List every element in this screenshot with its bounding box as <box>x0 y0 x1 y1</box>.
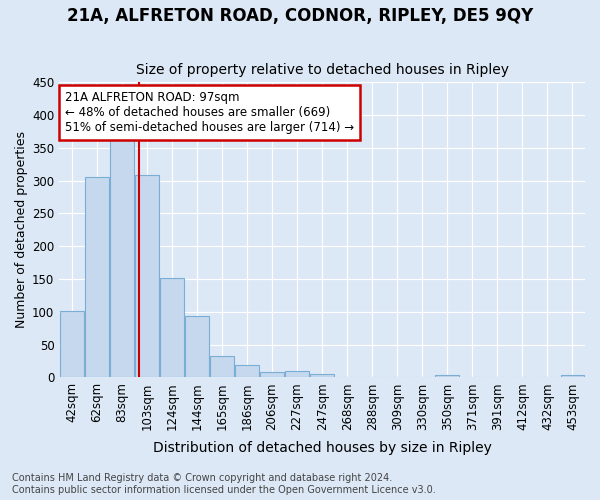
X-axis label: Distribution of detached houses by size in Ripley: Distribution of detached houses by size … <box>153 441 491 455</box>
Bar <box>436 376 459 378</box>
Bar <box>135 175 159 378</box>
Text: 21A ALFRETON ROAD: 97sqm
← 48% of detached houses are smaller (669)
51% of semi-: 21A ALFRETON ROAD: 97sqm ← 48% of detach… <box>65 91 353 134</box>
Bar <box>110 136 134 378</box>
Bar <box>185 316 209 378</box>
Text: Contains HM Land Registry data © Crown copyright and database right 2024.
Contai: Contains HM Land Registry data © Crown c… <box>12 474 436 495</box>
Bar <box>60 311 83 378</box>
Bar <box>210 356 234 378</box>
Bar <box>235 365 259 378</box>
Title: Size of property relative to detached houses in Ripley: Size of property relative to detached ho… <box>136 63 509 77</box>
Bar <box>85 178 109 378</box>
Bar <box>285 371 309 378</box>
Bar <box>560 376 584 378</box>
Bar <box>310 374 334 378</box>
Bar <box>160 278 184 378</box>
Text: 21A, ALFRETON ROAD, CODNOR, RIPLEY, DE5 9QY: 21A, ALFRETON ROAD, CODNOR, RIPLEY, DE5 … <box>67 8 533 26</box>
Y-axis label: Number of detached properties: Number of detached properties <box>15 132 28 328</box>
Bar <box>260 372 284 378</box>
